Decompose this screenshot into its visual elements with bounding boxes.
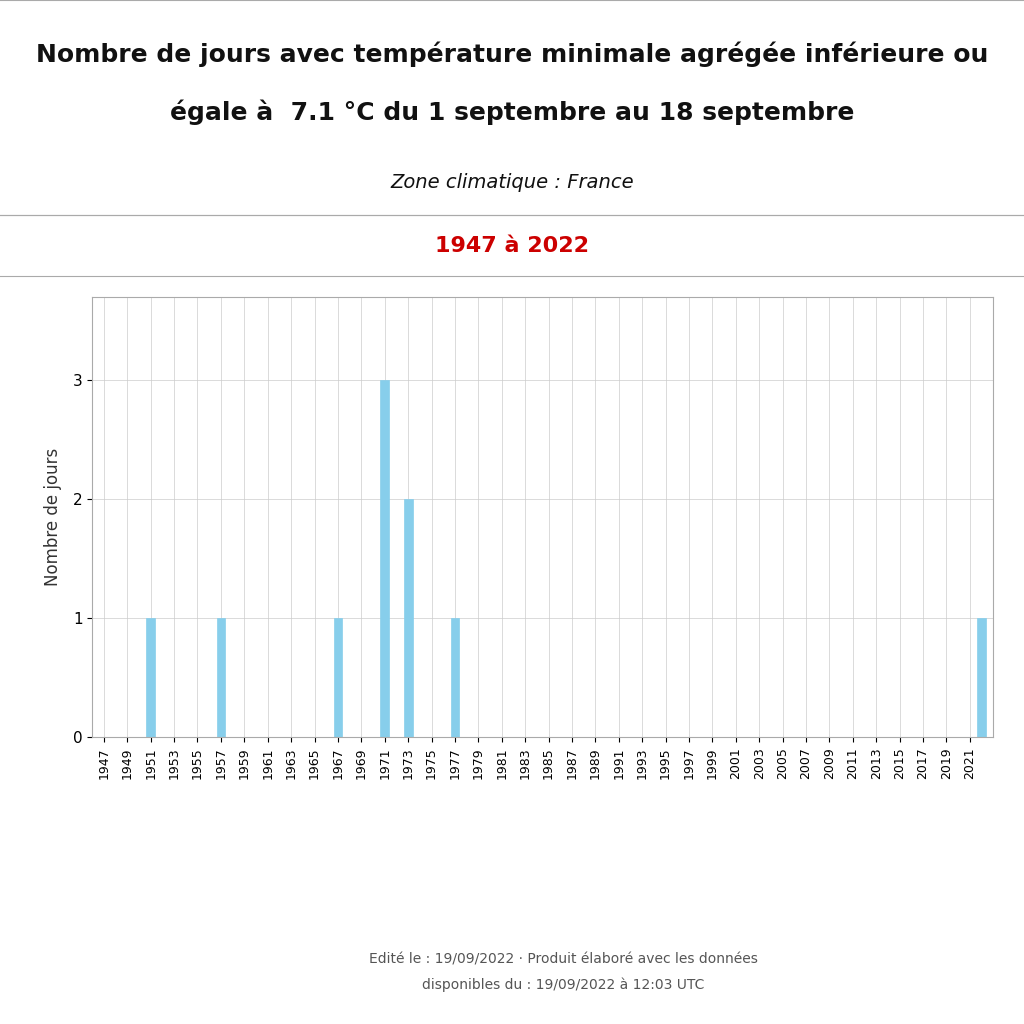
Bar xyxy=(216,618,225,737)
Text: METEO: METEO xyxy=(49,973,79,982)
Text: Nombre de jours avec température minimale agrégée inférieure ou: Nombre de jours avec température minimal… xyxy=(36,41,988,67)
Text: 1947 à 2022: 1947 à 2022 xyxy=(435,236,589,256)
Bar xyxy=(403,500,413,737)
Y-axis label: Nombre de jours: Nombre de jours xyxy=(44,447,61,587)
Bar xyxy=(380,380,389,737)
Text: FRANCE: FRANCE xyxy=(47,986,81,995)
Text: Zone climatique : France: Zone climatique : France xyxy=(390,173,634,193)
Bar xyxy=(146,618,155,737)
Text: égale à  7.1 °C du 1 septembre au 18 septembre: égale à 7.1 °C du 1 septembre au 18 sept… xyxy=(170,99,854,125)
Bar xyxy=(334,618,342,737)
Text: Edité le : 19/09/2022 · Produit élaboré avec les données: Edité le : 19/09/2022 · Produit élaboré … xyxy=(369,952,758,967)
Bar xyxy=(451,618,460,737)
Text: disponibles du : 19/09/2022 à 12:03 UTC: disponibles du : 19/09/2022 à 12:03 UTC xyxy=(422,978,705,992)
Bar xyxy=(977,618,986,737)
